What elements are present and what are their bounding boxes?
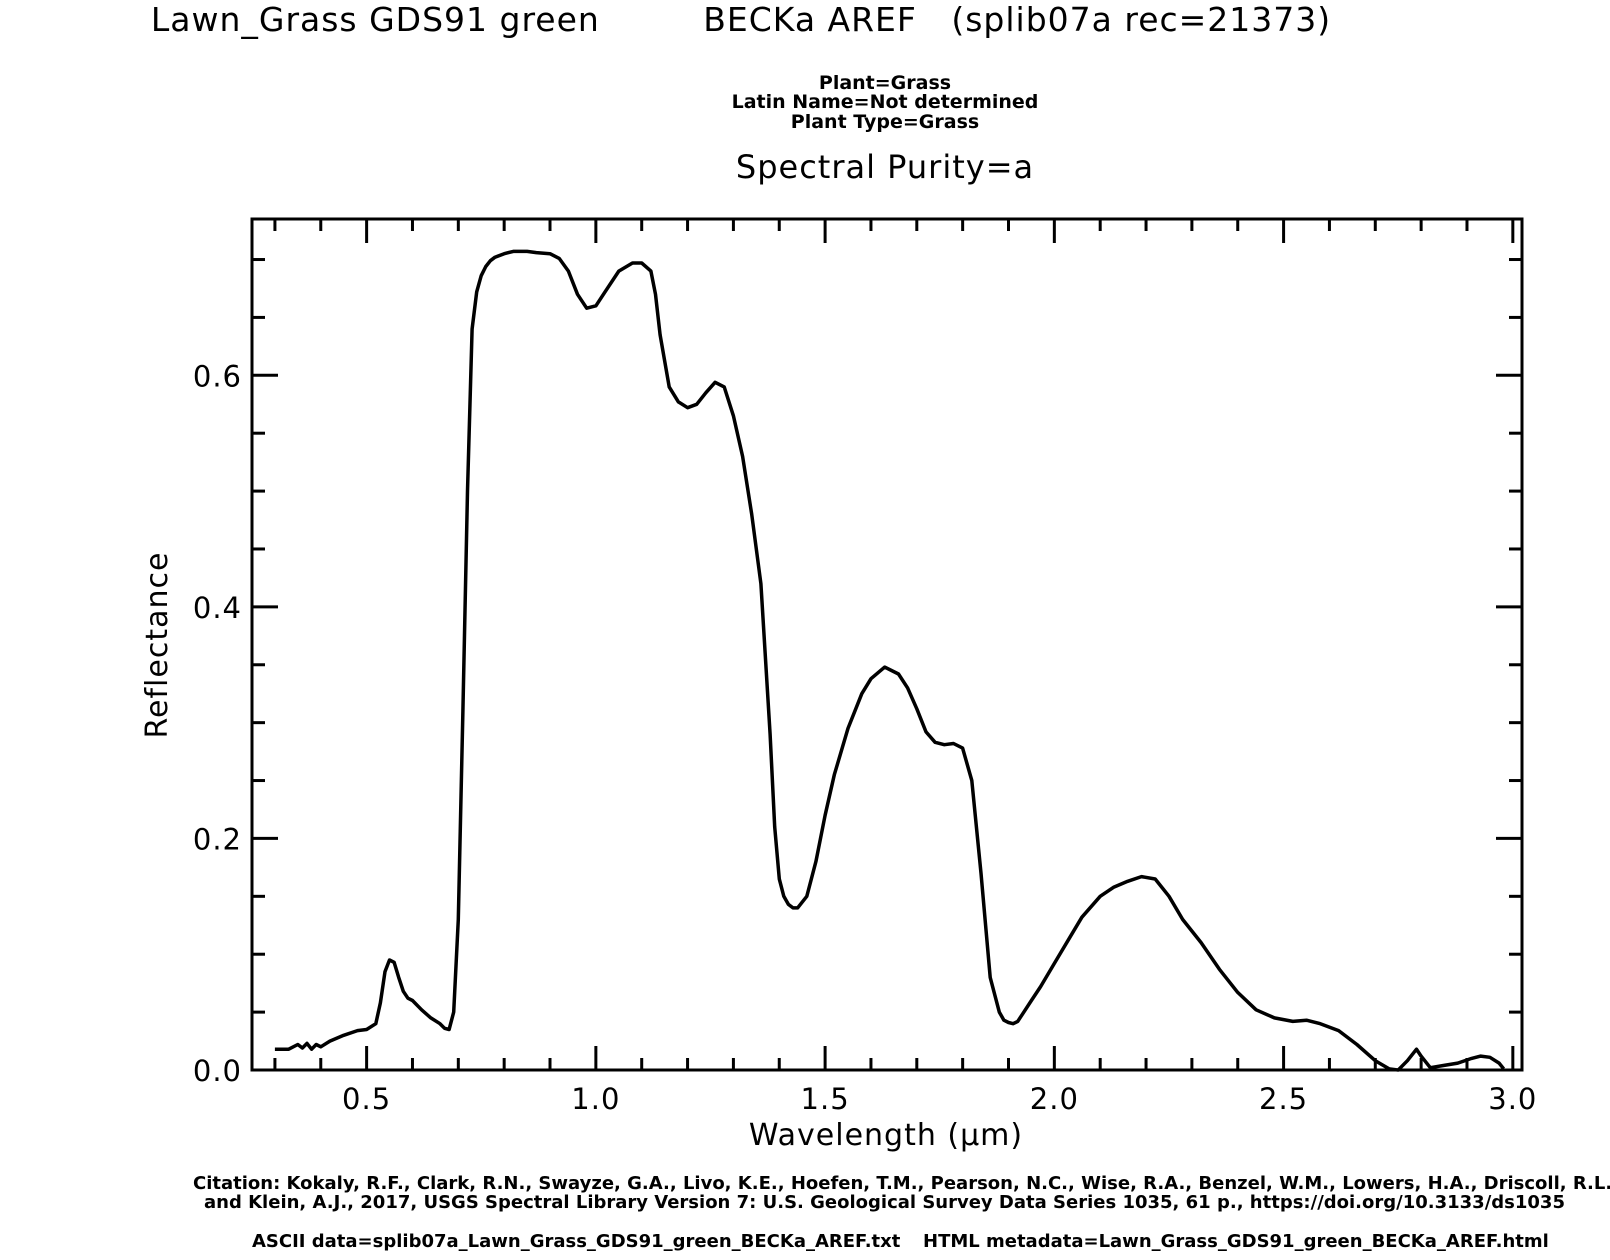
spectral-purity-label: Spectral Purity=a: [735, 148, 1035, 186]
axis-ticks: [252, 219, 1522, 1072]
citation-line-2: and Klein, A.J., 2017, USGS Spectral Lib…: [204, 1192, 1565, 1213]
y-axis-label: Reflectance: [140, 552, 175, 739]
chart-title: Lawn_Grass GDS91 green BECKa AREF (splib…: [150, 0, 1332, 39]
ascii-data-link[interactable]: ASCII data=splib07a_Lawn_Grass_GDS91_gre…: [252, 1231, 901, 1252]
x-tick-label: 0.5: [342, 1082, 391, 1116]
citation-line-1: Citation: Kokaly, R.F., Clark, R.N., Swa…: [193, 1173, 1610, 1194]
plant-type-label: Plant Type=Grass: [790, 111, 980, 133]
plant-label: Plant=Grass: [818, 72, 952, 94]
x-tick-label: 1.5: [801, 1082, 850, 1116]
x-axis-label: Wavelength (μm): [749, 1118, 1023, 1153]
html-metadata-link[interactable]: HTML metadata=Lawn_Grass_GDS91_green_BEC…: [923, 1231, 1549, 1252]
y-tick-label: 0.4: [193, 591, 242, 625]
latin-name-label: Latin Name=Not determined: [731, 91, 1039, 113]
y-tick-label: 0.2: [193, 822, 242, 856]
x-tick-label: 1.0: [571, 1082, 620, 1116]
axis-tick-labels: 0.5 1.0 1.5 2.0 2.5 3.0 0.0 0.2 0.4 0.6: [193, 359, 1537, 1116]
reflectance-series-line: [274, 249, 1506, 1072]
y-tick-label: 0.0: [193, 1054, 242, 1088]
x-tick-label: 2.0: [1030, 1082, 1079, 1116]
plot-frame: [250, 217, 1524, 1072]
x-tick-label: 3.0: [1488, 1082, 1537, 1116]
y-tick-label: 0.6: [193, 359, 242, 393]
x-tick-label: 2.5: [1259, 1082, 1308, 1116]
